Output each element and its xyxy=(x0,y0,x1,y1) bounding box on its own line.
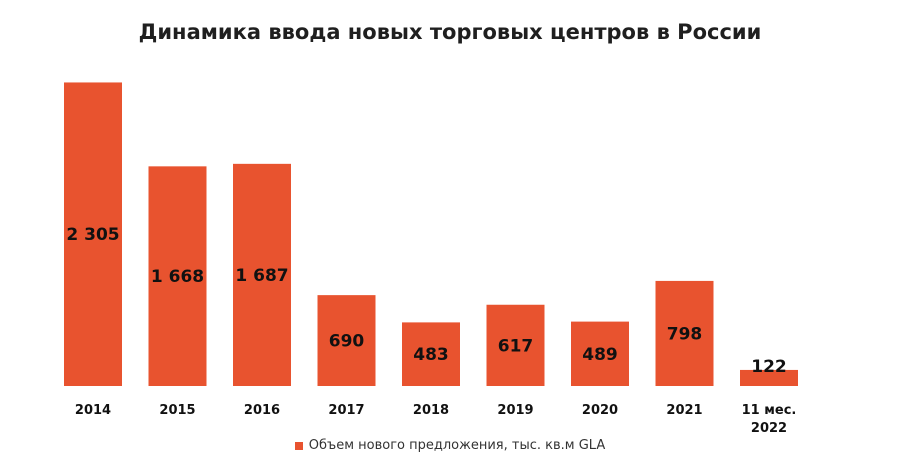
value-labels-layer: 2 305 1 668 1 687 690 483 617 489 798 122 xyxy=(66,225,786,377)
bar-2 xyxy=(233,163,291,386)
x-tick-label-8: 11 мес. 2022 xyxy=(742,403,797,436)
bar-6 xyxy=(571,321,629,386)
data-label-2: 1 687 xyxy=(235,266,288,286)
data-label-1: 1 668 xyxy=(151,267,204,287)
bar-3 xyxy=(317,295,376,386)
bars-layer xyxy=(64,82,798,386)
x-tick-label-5: 2019 xyxy=(497,403,533,418)
x-tick-label-7: 2021 xyxy=(666,403,702,418)
legend-swatch xyxy=(294,441,303,450)
x-tick-label-2: 2016 xyxy=(244,403,280,418)
data-label-7: 798 xyxy=(667,324,703,344)
x-tick-label-1: 2015 xyxy=(159,403,195,418)
data-label-0: 2 305 xyxy=(66,225,119,245)
x-tick-label-4: 2018 xyxy=(413,403,449,418)
bar-5 xyxy=(486,304,545,386)
data-label-6: 489 xyxy=(582,345,618,365)
x-tick-label-6: 2020 xyxy=(582,403,618,418)
data-label-4: 483 xyxy=(413,345,449,365)
data-label-8: 122 xyxy=(751,357,787,377)
bar-7 xyxy=(655,280,714,386)
data-label-3: 690 xyxy=(329,332,365,352)
bar-4 xyxy=(402,322,460,386)
legend: Объем нового предложения, тыс. кв.м GLA xyxy=(0,438,900,453)
bar-8 xyxy=(740,369,798,386)
legend-label: Объем нового предложения, тыс. кв.м GLA xyxy=(308,438,606,453)
x-tick-label-0: 2014 xyxy=(75,403,111,418)
chart-title: Динамика ввода новых торговых центров в … xyxy=(138,20,762,44)
data-label-5: 617 xyxy=(498,336,534,356)
x-tick-label-3: 2017 xyxy=(328,403,364,418)
bar-1 xyxy=(148,166,207,386)
bar-0 xyxy=(64,82,122,386)
x-tick-labels-layer: 2014 2015 2016 2017 2018 2019 2020 2021 11 мес. 2… xyxy=(75,403,796,436)
